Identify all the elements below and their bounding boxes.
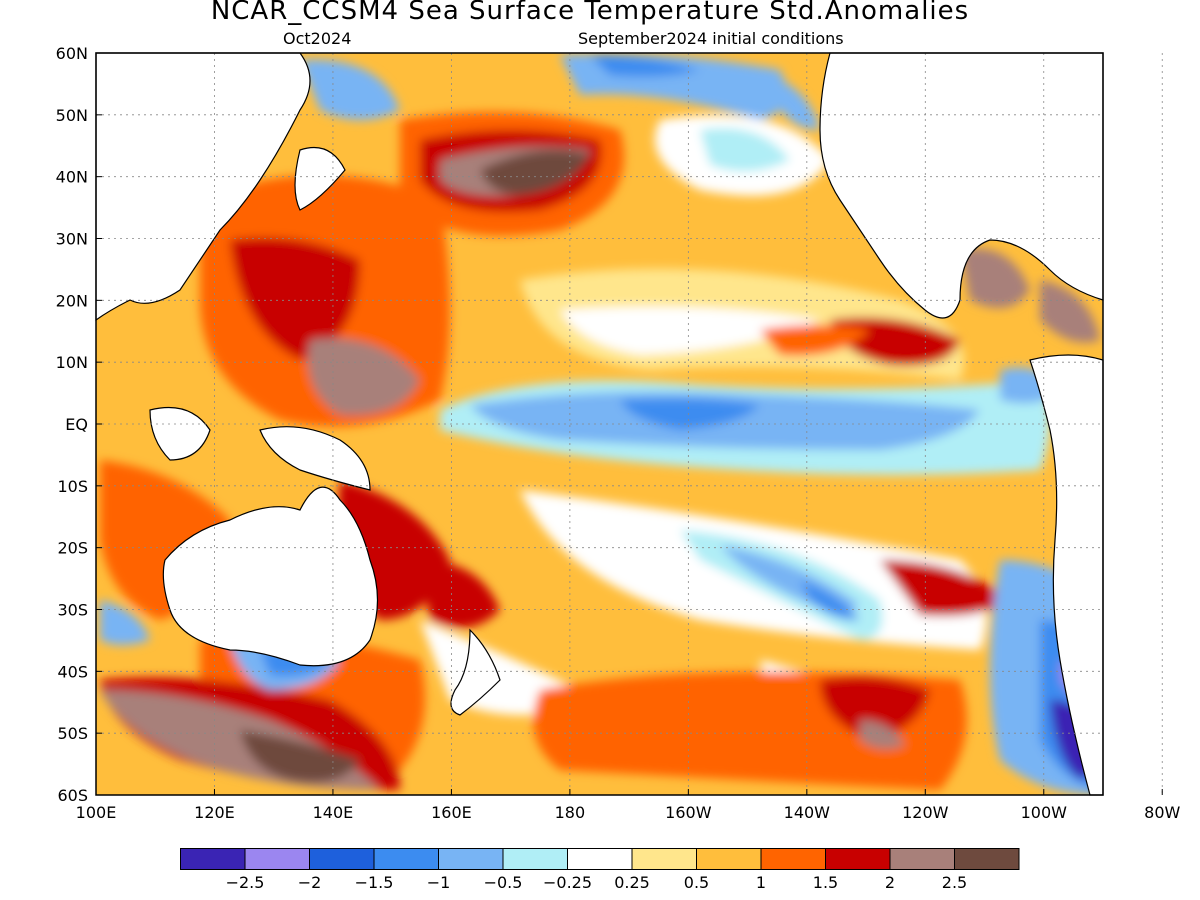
asia: [95, 52, 311, 322]
colorbar-segment: [889, 848, 955, 870]
colorbar-label: 1: [756, 873, 766, 888]
gridlines: [96, 53, 1163, 795]
lon-label: 160E: [431, 803, 472, 822]
lon-label: 160W: [665, 803, 712, 822]
new-zealand: [450, 628, 501, 716]
lon-label: 120E: [194, 803, 235, 822]
lon-label: 140E: [313, 803, 354, 822]
colorbar-label: −1: [427, 873, 451, 888]
colorbar-segment: [696, 848, 762, 870]
lon-label: 100W: [1021, 803, 1068, 822]
colorbar-label: 2.5: [942, 873, 967, 888]
colorbar-segment: [954, 848, 1020, 870]
lat-label: 30N: [56, 230, 88, 249]
lon-label: 120W: [902, 803, 949, 822]
colorbar: −2.5 −2 −1.5 −1 −0.5 −0.25 0.25 0.5 1 1.5 2 2.5: [180, 848, 1020, 888]
colorbar-label: 0.5: [684, 873, 709, 888]
colorbar-label: −2: [298, 873, 322, 888]
colorbar-label: −2.5: [226, 873, 265, 888]
colorbar-segment: [244, 848, 310, 870]
lat-label: 10S: [57, 477, 88, 496]
north-america: [819, 52, 1104, 319]
colorbar-segment: [631, 848, 697, 870]
australia: [162, 486, 379, 667]
lat-label: 30S: [57, 601, 88, 620]
lat-label: 50S: [57, 724, 88, 743]
colorbar-segment: [180, 848, 246, 870]
colorbar-segment: [760, 848, 826, 870]
colorbar-segment: [309, 848, 375, 870]
colorbar-segment: [567, 848, 633, 870]
lat-label: 50N: [56, 106, 88, 125]
lon-label: 140W: [784, 803, 831, 822]
colorbar-label: −0.5: [484, 873, 523, 888]
lat-label: 60S: [57, 786, 88, 805]
lat-label: 20S: [57, 539, 88, 558]
colorbar-segment: [438, 848, 504, 870]
colorbar-segment: [825, 848, 891, 870]
latitude-labels: 60N 50N 40N 30N 20N 10N EQ 10S 20S 30S 40S 50S 60S: [56, 44, 102, 805]
lat-label: 40S: [57, 662, 88, 681]
lat-label: 20N: [56, 291, 88, 310]
colorbar-segment: [373, 848, 439, 870]
colorbar-label: 2: [885, 873, 895, 888]
forecast-month: Oct2024: [283, 29, 352, 48]
colorbar-label: 0.25: [614, 873, 650, 888]
new-guinea: [259, 426, 371, 491]
japan: [294, 146, 346, 211]
lat-label: 60N: [56, 44, 88, 63]
map-title: NCAR_CCSM4 Sea Surface Temperature Std.A…: [210, 0, 970, 26]
colorbar-label: −1.5: [355, 873, 394, 888]
colorbar-label: −0.25: [543, 873, 592, 888]
lat-label: 10N: [56, 353, 88, 372]
lon-label: 80W: [1144, 803, 1180, 822]
lon-label: 180: [555, 803, 586, 822]
lon-label: 100E: [76, 803, 117, 822]
colorbar-segment: [502, 848, 568, 870]
borneo: [149, 406, 211, 461]
initial-conditions-label: September2024 initial conditions: [578, 29, 844, 48]
lat-label: EQ: [65, 415, 88, 434]
longitude-labels: 100E 120E 140E 160E 180 160W 140W 120W 100W 80W: [76, 789, 1181, 822]
lat-label: 40N: [56, 168, 88, 187]
land-masses: [95, 52, 1104, 796]
colorbar-label: 1.5: [813, 873, 838, 888]
